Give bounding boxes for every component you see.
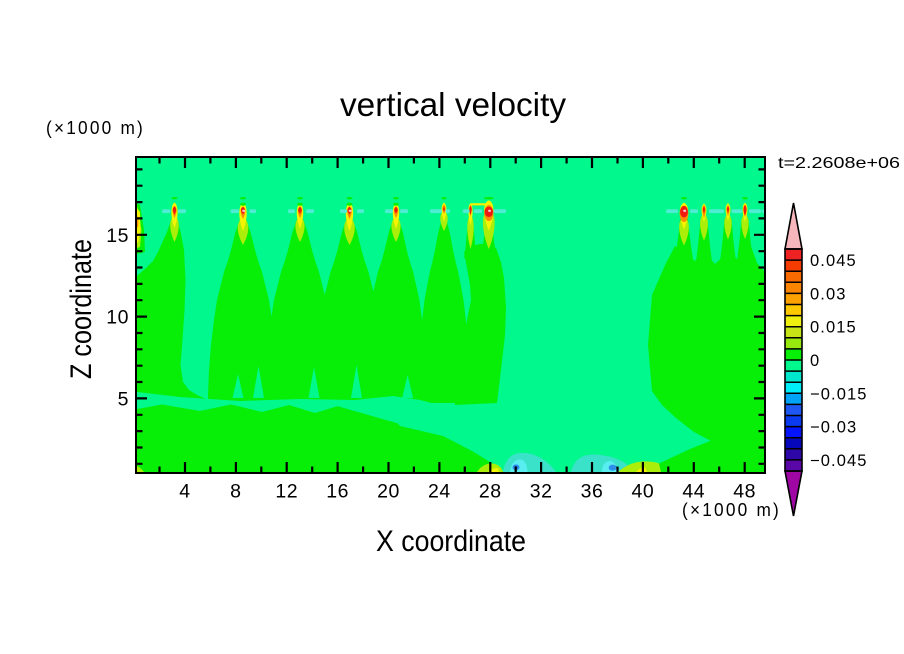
svg-text:20: 20: [377, 481, 400, 503]
svg-text:vertical velocity: vertical velocity: [340, 86, 567, 123]
svg-text:5: 5: [118, 388, 129, 410]
svg-text:40: 40: [632, 481, 655, 503]
svg-text:24: 24: [428, 481, 451, 503]
svg-text:(×1000 m): (×1000 m): [46, 118, 145, 138]
svg-text:36: 36: [581, 481, 604, 503]
svg-text:Z coordinate: Z coordinate: [65, 239, 98, 379]
svg-text:−0.045: −0.045: [810, 452, 868, 470]
svg-text:8: 8: [230, 481, 241, 503]
svg-text:0: 0: [810, 352, 820, 370]
svg-text:0.015: 0.015: [810, 319, 857, 337]
svg-text:−0.03: −0.03: [810, 419, 857, 437]
svg-text:0.03: 0.03: [810, 285, 847, 303]
svg-text:−0.015: −0.015: [810, 385, 868, 403]
svg-text:X coordinate: X coordinate: [376, 525, 526, 558]
svg-text:4: 4: [179, 481, 190, 503]
svg-text:t=2.2608e+06: t=2.2608e+06: [778, 155, 900, 172]
svg-text:0.045: 0.045: [810, 252, 857, 270]
svg-text:10: 10: [106, 307, 129, 329]
svg-text:15: 15: [106, 225, 129, 247]
svg-text:32: 32: [530, 481, 553, 503]
svg-text:48: 48: [733, 481, 756, 503]
svg-text:(×1000 m): (×1000 m): [682, 500, 781, 520]
svg-text:12: 12: [275, 481, 298, 503]
svg-text:16: 16: [326, 481, 349, 503]
svg-text:28: 28: [479, 481, 502, 503]
svg-text:44: 44: [682, 481, 705, 503]
